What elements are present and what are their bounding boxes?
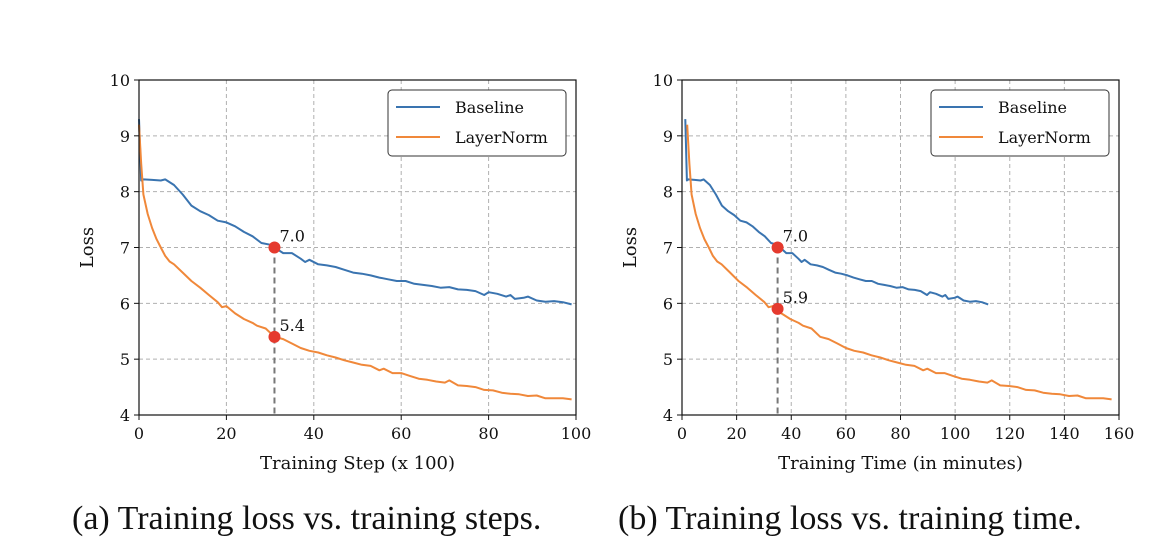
annotation-marker <box>771 302 784 315</box>
x-tick-label: 40 <box>781 424 801 443</box>
x-tick-label: 0 <box>677 424 687 443</box>
y-tick-label: 9 <box>120 127 130 146</box>
y-tick-label: 6 <box>120 294 130 313</box>
x-axis-label: Training Time (in minutes) <box>778 453 1023 474</box>
x-axis-label: Training Step (x 100) <box>260 453 455 474</box>
x-tick-label: 100 <box>561 424 592 443</box>
legend-label-layernorm: LayerNorm <box>998 128 1091 147</box>
legend: Baseline LayerNorm <box>930 89 1110 157</box>
y-tick-label: 5 <box>120 350 130 369</box>
legend: Baseline LayerNorm <box>387 89 567 157</box>
y-axis-label: Loss <box>620 227 641 268</box>
annotation-label: 5.4 <box>279 316 304 335</box>
chart-training-steps: 7.0 5.4 0 20 40 60 80 100 4 5 6 7 8 9 10 Training Step … <box>77 71 591 474</box>
y-tick-label: 6 <box>663 294 673 313</box>
x-tick-label: 20 <box>216 424 236 443</box>
x-tick-label: 80 <box>478 424 498 443</box>
annotation-marker <box>268 330 281 343</box>
annotation-label: 5.9 <box>783 288 808 307</box>
y-tick-label: 7 <box>120 239 130 258</box>
annotation-label: 7.0 <box>783 227 808 246</box>
y-tick-label: 5 <box>663 350 673 369</box>
x-tick-label: 100 <box>940 424 971 443</box>
annotation-label: 7.0 <box>279 227 304 246</box>
series-line-layernorm <box>686 124 1112 401</box>
y-axis-label: Loss <box>77 227 98 268</box>
y-tick-label: 9 <box>663 127 673 146</box>
chart-training-time: 7.0 5.9 0 20 40 60 80 100 120 140 160 4 5 6 7 8 9 10 Train… <box>620 71 1134 474</box>
y-tick-label: 4 <box>120 406 130 425</box>
x-tick-label: 40 <box>304 424 324 443</box>
x-tick-label: 60 <box>391 424 411 443</box>
annotation-marker <box>771 241 784 254</box>
x-tick-label: 60 <box>836 424 856 443</box>
y-tick-label: 10 <box>110 71 130 90</box>
legend-label-baseline: Baseline <box>998 98 1067 117</box>
x-tick-label: 80 <box>890 424 910 443</box>
legend-label-layernorm: LayerNorm <box>455 128 548 147</box>
x-tick-label: 140 <box>1049 424 1080 443</box>
series-line-layernorm <box>138 124 572 401</box>
y-tick-label: 4 <box>663 406 673 425</box>
y-tick-label: 7 <box>663 239 673 258</box>
series-line-baseline <box>138 119 572 306</box>
x-tick-label: 160 <box>1104 424 1135 443</box>
x-tick-label: 0 <box>134 424 144 443</box>
y-tick-label: 8 <box>663 183 673 202</box>
y-tick-label: 8 <box>120 183 130 202</box>
y-tick-label: 10 <box>653 71 673 90</box>
annotation-marker <box>268 241 281 254</box>
caption-b: (b) Training loss vs. training time. <box>618 500 1082 537</box>
caption-a: (a) Training loss vs. training steps. <box>72 500 542 537</box>
x-tick-label: 120 <box>994 424 1025 443</box>
series-line-baseline <box>684 119 989 306</box>
legend-label-baseline: Baseline <box>455 98 524 117</box>
x-tick-label: 20 <box>726 424 746 443</box>
